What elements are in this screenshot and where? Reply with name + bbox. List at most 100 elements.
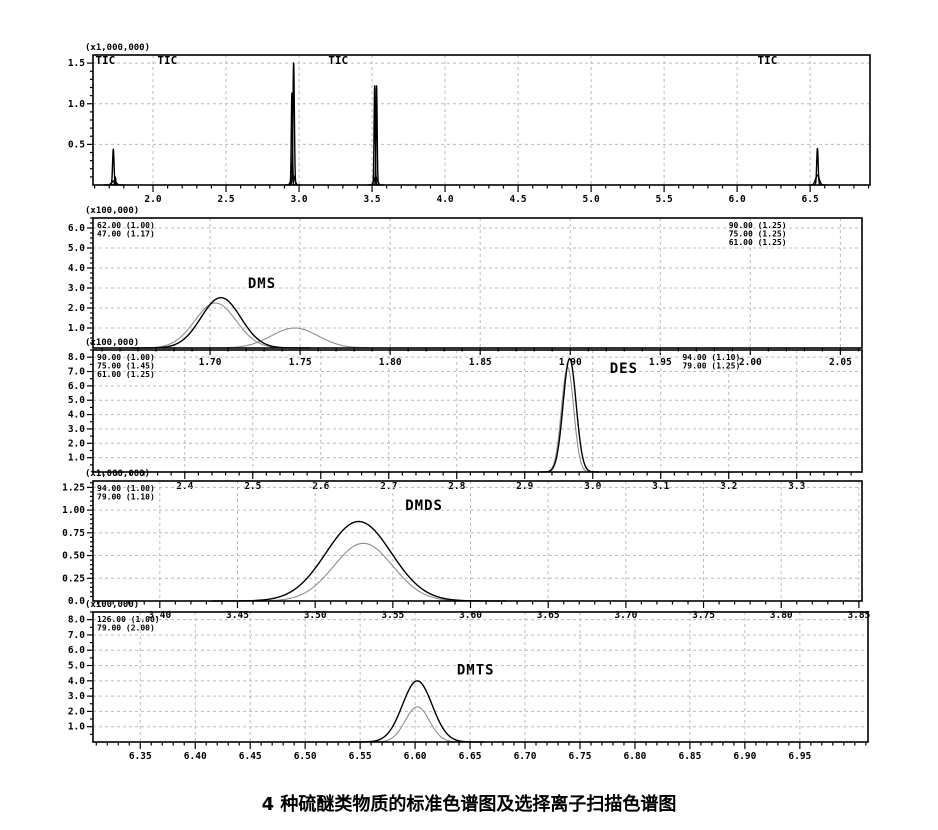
des-panel-grid (93, 350, 862, 472)
dmts-panel-y-tick-label: 3.0 (68, 691, 85, 702)
dms-panel-ion-legend-left: 62.00 (1.00) (97, 221, 155, 230)
dmds-panel-y-tick-label: 0.50 (62, 551, 85, 562)
dms-panel-x-tick-label: 1.75 (289, 357, 312, 368)
tic-overview-panel-y-axis: 0.5 1.0 1.5 (68, 58, 93, 178)
des-panel-x-tick-label: 2.8 (448, 481, 465, 492)
dms-panel-ion-legend-right: 61.00 (1.25) (729, 238, 787, 247)
tic-overview-panel-x-tick-label: 6.5 (802, 194, 819, 205)
dms-panel-x-tick-label: 1.80 (379, 357, 402, 368)
dms-panel-x-tick-label: 1.70 (199, 357, 222, 368)
dmts-panel-x-tick-label: 6.35 (129, 751, 152, 762)
tic-overview-panel-border (92, 54, 871, 186)
tic-overview-panel-y-tick-label: 0.5 (68, 139, 85, 150)
dmds-panel-x-tick-label: 3.75 (692, 610, 715, 621)
dmds-panel-y-tick-label: 0.75 (62, 528, 85, 539)
dms-panel-grid (93, 218, 862, 348)
dms-panel-x-tick-label: 2.05 (829, 357, 852, 368)
dmts-panel-ion-legend-left: 126.00 (1.00) (97, 615, 160, 624)
tic-overview-panel-x-tick-label: 5.5 (656, 194, 673, 205)
des-panel-traces (539, 357, 600, 473)
des-panel-border (92, 349, 863, 473)
des-panel-x-tick-label: 3.2 (720, 481, 737, 492)
dmds-panel-ion-legend-left: 79.00 (1.10) (97, 493, 155, 502)
dmts-panel-y-tick-label: 8.0 (68, 615, 85, 626)
dms-panel-ion-legend-right: 75.00 (1.25) (729, 230, 787, 239)
tic-overview-panel-x-tick-label: 5.0 (583, 194, 600, 205)
tic-overview-panel-x-tick-label: 3.5 (363, 194, 380, 205)
dms-panel-x-tick-label: 1.90 (559, 357, 582, 368)
dms-panel-unit-label: (x100,000) (85, 206, 139, 216)
des-panel-compound-label: DES (610, 361, 638, 377)
tic-overview-panel-x-axis: 2.0 2.5 3.0 3.5 4.0 4.5 5.0 5.5 6.0 6.5 (94, 185, 870, 205)
des-panel-ion-legend-left: 61.00 (1.25) (97, 370, 155, 379)
tic-overview-panel-y-tick-label: 1.5 (68, 58, 85, 69)
dmts-panel-x-tick-label: 6.45 (239, 751, 262, 762)
dmts-panel-y-axis: 1.0 2.0 3.0 4.0 5.0 6.0 7.0 8.0 (68, 611, 93, 735)
des-panel-x-tick-label: 2.5 (244, 481, 261, 492)
dmts-panel-x-tick-label: 6.65 (459, 751, 482, 762)
dmds-panel-ion-legend-left: 94.00 (1.00) (97, 484, 155, 493)
dmts-panel-trace-m-z-79 (362, 706, 473, 743)
dmts-panel-x-axis: 6.35 6.40 6.45 6.50 6.55 6.60 6.65 6.70 6.75 6.80… (95, 742, 867, 762)
des-panel-y-tick-label: 1.0 (68, 453, 85, 464)
des-panel-x-tick-label: 2.7 (380, 481, 397, 492)
dms-panel-trace-m-z-47 (121, 302, 310, 349)
des-panel-x-tick-label: 3.0 (584, 481, 601, 492)
dmts-panel-compound-label: DMTS (457, 663, 495, 679)
dmts-panel-unit-label: (x100,000) (85, 600, 139, 610)
tic-overview-panel-x-tick-label: 2.0 (144, 194, 161, 205)
des-panel-y-tick-label: 3.0 (68, 424, 85, 435)
dms-panel-y-tick-label: 4.0 (68, 263, 85, 274)
dmts-panel-x-tick-label: 6.85 (678, 751, 701, 762)
dmds-panel-x-tick-label: 3.85 (847, 610, 870, 621)
des-panel-y-tick-label: 2.0 (68, 438, 85, 449)
dmts-panel-x-tick-label: 6.95 (788, 751, 811, 762)
tic-overview-panel-x-tick-label: 6.0 (729, 194, 746, 205)
dmts-panel-grid (93, 612, 868, 742)
des-panel-unit-label: (x100,000) (85, 338, 139, 348)
dmds-panel-y-tick-label: 1.25 (62, 482, 85, 493)
figure-caption: 4 种硫醚类物质的标准色谱图及选择离子扫描色谱图 (261, 794, 677, 815)
tic-overview-panel-traces (103, 62, 827, 186)
dmds-panel-x-axis: 3.40 3.45 3.50 3.55 3.60 3.65 3.70 3.75 3.80 3.85 (97, 601, 871, 621)
dms-panel-traces (121, 296, 401, 349)
dmds-panel-traces (211, 520, 507, 602)
dmts-panel-x-tick-label: 6.50 (294, 751, 317, 762)
dms-panel-y-tick-label: 6.0 (68, 223, 85, 234)
dms-panel-ion-legend-right: 90.00 (1.25) (729, 221, 787, 230)
dmds-panel-y-zero-label: 0.0 (68, 596, 85, 607)
des-panel-ion-legend-right: 94.00 (1.10) (682, 353, 740, 362)
des-panel-trace-m-z-90 (539, 357, 600, 473)
des-panel-ion-legend-left: 75.00 (1.45) (97, 362, 155, 371)
dmts-panel-x-tick-label: 6.55 (349, 751, 372, 762)
dmts-panel-y-tick-label: 5.0 (68, 661, 85, 672)
dmds-panel-y-axis: 0.25 0.50 0.75 1.00 1.25 0.0 (62, 482, 93, 607)
dmds-panel-y-tick-label: 0.25 (62, 573, 85, 584)
des-panel: 2.4 2.5 2.6 2.7 2.8 2.9 3.0 3.1 3.2 3.3 1.0 2.0 3.0 4… (68, 338, 863, 492)
dmts-panel-y-tick-label: 6.0 (68, 645, 85, 656)
tic-overview-panel-x-tick-label: 4.0 (436, 194, 453, 205)
dms-panel-x-axis: 1.70 1.75 1.80 1.85 1.90 1.95 2.00 2.05 (101, 348, 859, 368)
dmts-panel: 6.35 6.40 6.45 6.50 6.55 6.60 6.65 6.70 6.75 6.80… (68, 600, 869, 762)
des-panel-x-tick-label: 2.6 (312, 481, 329, 492)
tic-overview-panel-grid (93, 55, 870, 185)
des-panel-trace-m-z-75 (539, 366, 596, 473)
dmds-panel-x-tick-label: 3.80 (770, 610, 793, 621)
dmts-panel-y-tick-label: 1.0 (68, 722, 85, 733)
dmts-panel-x-tick-label: 6.40 (184, 751, 207, 762)
des-panel-y-tick-label: 4.0 (68, 410, 85, 421)
des-panel-x-tick-label: 3.3 (788, 481, 805, 492)
dmds-panel-unit-label: (x1,000,000) (85, 469, 150, 479)
dmds-panel: 3.40 3.45 3.50 3.55 3.60 3.65 3.70 3.75 3.80 3.85… (62, 469, 870, 621)
dmts-panel-y-tick-label: 2.0 (68, 706, 85, 717)
tic-overview-panel-x-tick-label: 3.0 (290, 194, 307, 205)
dms-panel-y-tick-label: 2.0 (68, 303, 85, 314)
dmts-panel-x-tick-label: 6.90 (733, 751, 756, 762)
dmts-panel-x-tick-label: 6.75 (569, 751, 592, 762)
dmds-panel-grid (93, 481, 862, 601)
tic-overview-panel-tic-annotation: TIC (328, 54, 348, 67)
tic-overview-panel-trace-tic (373, 85, 380, 186)
tic-overview-panel-tic-annotation: TIC (95, 54, 115, 67)
dmds-panel-x-tick-label: 3.70 (614, 610, 637, 621)
